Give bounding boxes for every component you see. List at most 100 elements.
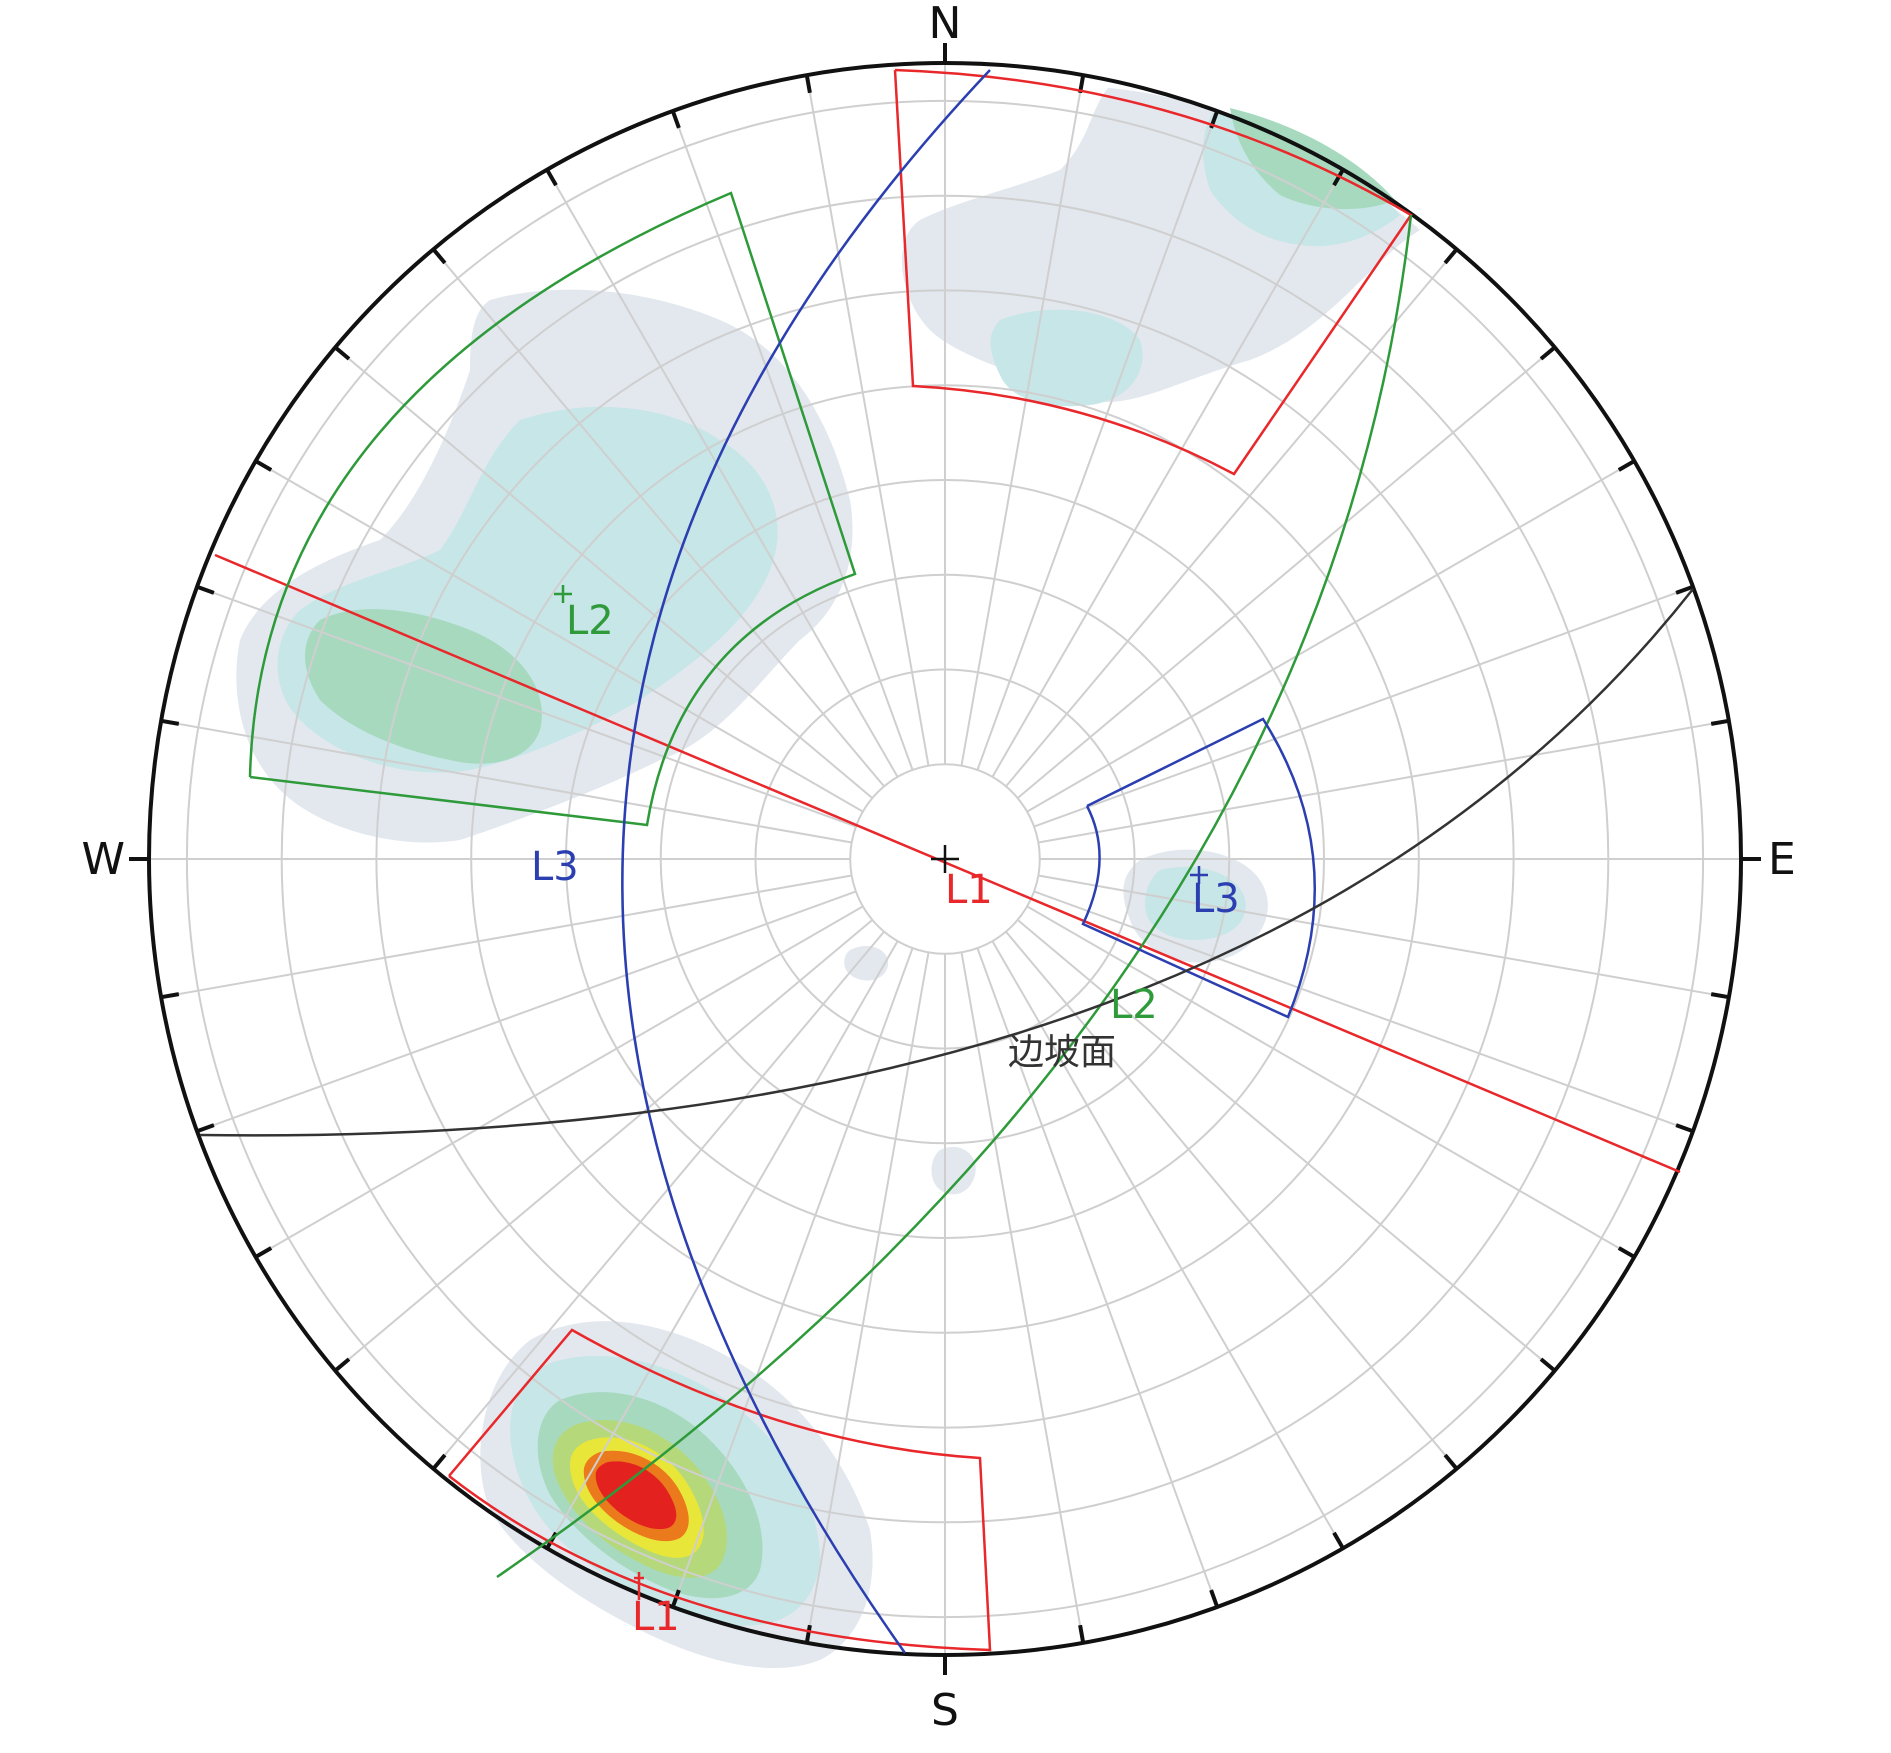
l3-set [621,69,1316,1654]
grid-radial-line [546,169,899,778]
l1-plus-marker [634,1572,644,1600]
grid-radial-line [1038,719,1730,844]
grid-radial-line [196,890,857,1133]
grid-radial-line [976,110,1219,771]
grid-radial-line [1016,919,1556,1372]
l1-bottom-label: L1 [632,1594,680,1640]
north-label: N [929,0,962,49]
east-label: E [1768,834,1796,885]
density-cluster-northeast [901,88,1420,407]
set-labels: L1 L1 L2 L2 L3 L3 边坡面 [531,598,1240,1640]
l3-plus-marker [1190,866,1208,884]
azimuth-tick [1332,1531,1345,1550]
grid-radial-line [671,947,914,1608]
density-speck [844,945,889,981]
azimuth-tick [670,110,681,129]
center-plus-marker [931,845,959,873]
polar-grid [149,63,1741,1655]
slope-face-label: 边坡面 [1008,1032,1116,1073]
l3-great-circle [621,69,991,1654]
grid-radial-line [805,952,930,1644]
grid-radial-line [991,169,1344,778]
grid-radial-line [1038,874,1730,999]
grid-radial-line [160,874,852,999]
grid-radial-line [1026,905,1635,1258]
l3-left-label: L3 [531,844,579,890]
grid-radial-line [991,940,1344,1549]
azimuth-tick [1617,459,1636,472]
south-label: S [931,1685,959,1736]
azimuth-tick [804,1624,812,1644]
l1-set [214,68,1681,1652]
grid-radial-line [334,346,874,799]
grid-radial-line [671,110,914,771]
azimuth-tick [254,1246,273,1259]
azimuth-tick [1710,718,1730,726]
grid-radial-line [1033,890,1694,1133]
density-speck [931,1146,976,1195]
grid-radial-line [1026,460,1635,813]
grid-radial-line [1033,585,1694,828]
l2-plus-marker [554,585,572,603]
pole-markers [554,585,1208,1600]
azimuth-tick [333,1357,351,1373]
grid-radial-line [546,940,899,1549]
grid-radial-line [432,248,885,788]
azimuth-tick [431,1453,447,1471]
azimuth-tick [160,718,180,726]
azimuth-tick [1710,992,1730,1000]
grid-radial-line [960,74,1085,766]
l1-window-north [893,68,1413,476]
grid-radial-line [805,74,930,766]
l3-right-label: L3 [1192,876,1240,922]
grid-radial-line [255,460,864,813]
grid-radial-line [976,947,1219,1608]
west-label: W [81,834,125,885]
azimuth-tick [1539,1357,1557,1373]
grid-radial-line [432,930,885,1470]
density-level-2 [990,309,1143,407]
azimuth-tick [1675,1123,1694,1134]
azimuth-tick [160,992,180,1000]
grid-radial-line [334,919,874,1372]
grid-radial-line [1005,248,1458,788]
grid-radial-line [1016,346,1556,799]
grid-radial-line [255,905,864,1258]
azimuth-tick [1675,584,1694,595]
compass-labels: N S E W [81,0,1795,1736]
azimuth-tick [1443,1453,1459,1471]
l2-lower-label: L2 [1110,982,1158,1028]
density-contours [236,88,1420,1669]
azimuth-tick [1078,1624,1086,1644]
azimuth-tick [1617,1246,1636,1259]
grid-radial-line [160,719,852,844]
l1-window-south [448,1328,992,1652]
azimuth-tick [1209,1589,1220,1608]
azimuth-tick [670,1589,681,1608]
density-cluster-south [480,1321,873,1669]
grid-radial-line [196,585,857,828]
density-level-7 [595,1461,677,1530]
azimuth-tick [545,168,558,187]
density-level-1 [901,88,1420,402]
grid-radial-line [960,952,1085,1644]
azimuth-tick [804,74,812,94]
grid-radial-line [1005,930,1458,1470]
azimuth-tick [1443,247,1459,265]
density-cluster-northwest [236,289,853,843]
l1-great-circle [214,553,1681,1174]
azimuth-tick [254,459,273,472]
l2-set [248,191,1413,1579]
density-cluster-east [1123,849,1268,963]
azimuth-tick [196,1123,215,1134]
l1-center-label: L1 [945,867,993,913]
azimuth-tick [333,345,351,361]
azimuth-ticks [160,74,1730,1644]
azimuth-tick [196,584,215,595]
azimuth-tick [431,247,447,265]
slope-face-great-circle [199,588,1694,1137]
l2-window-northwest [248,191,857,827]
l3-window-east [1081,717,1316,1019]
azimuth-tick [1539,345,1557,361]
